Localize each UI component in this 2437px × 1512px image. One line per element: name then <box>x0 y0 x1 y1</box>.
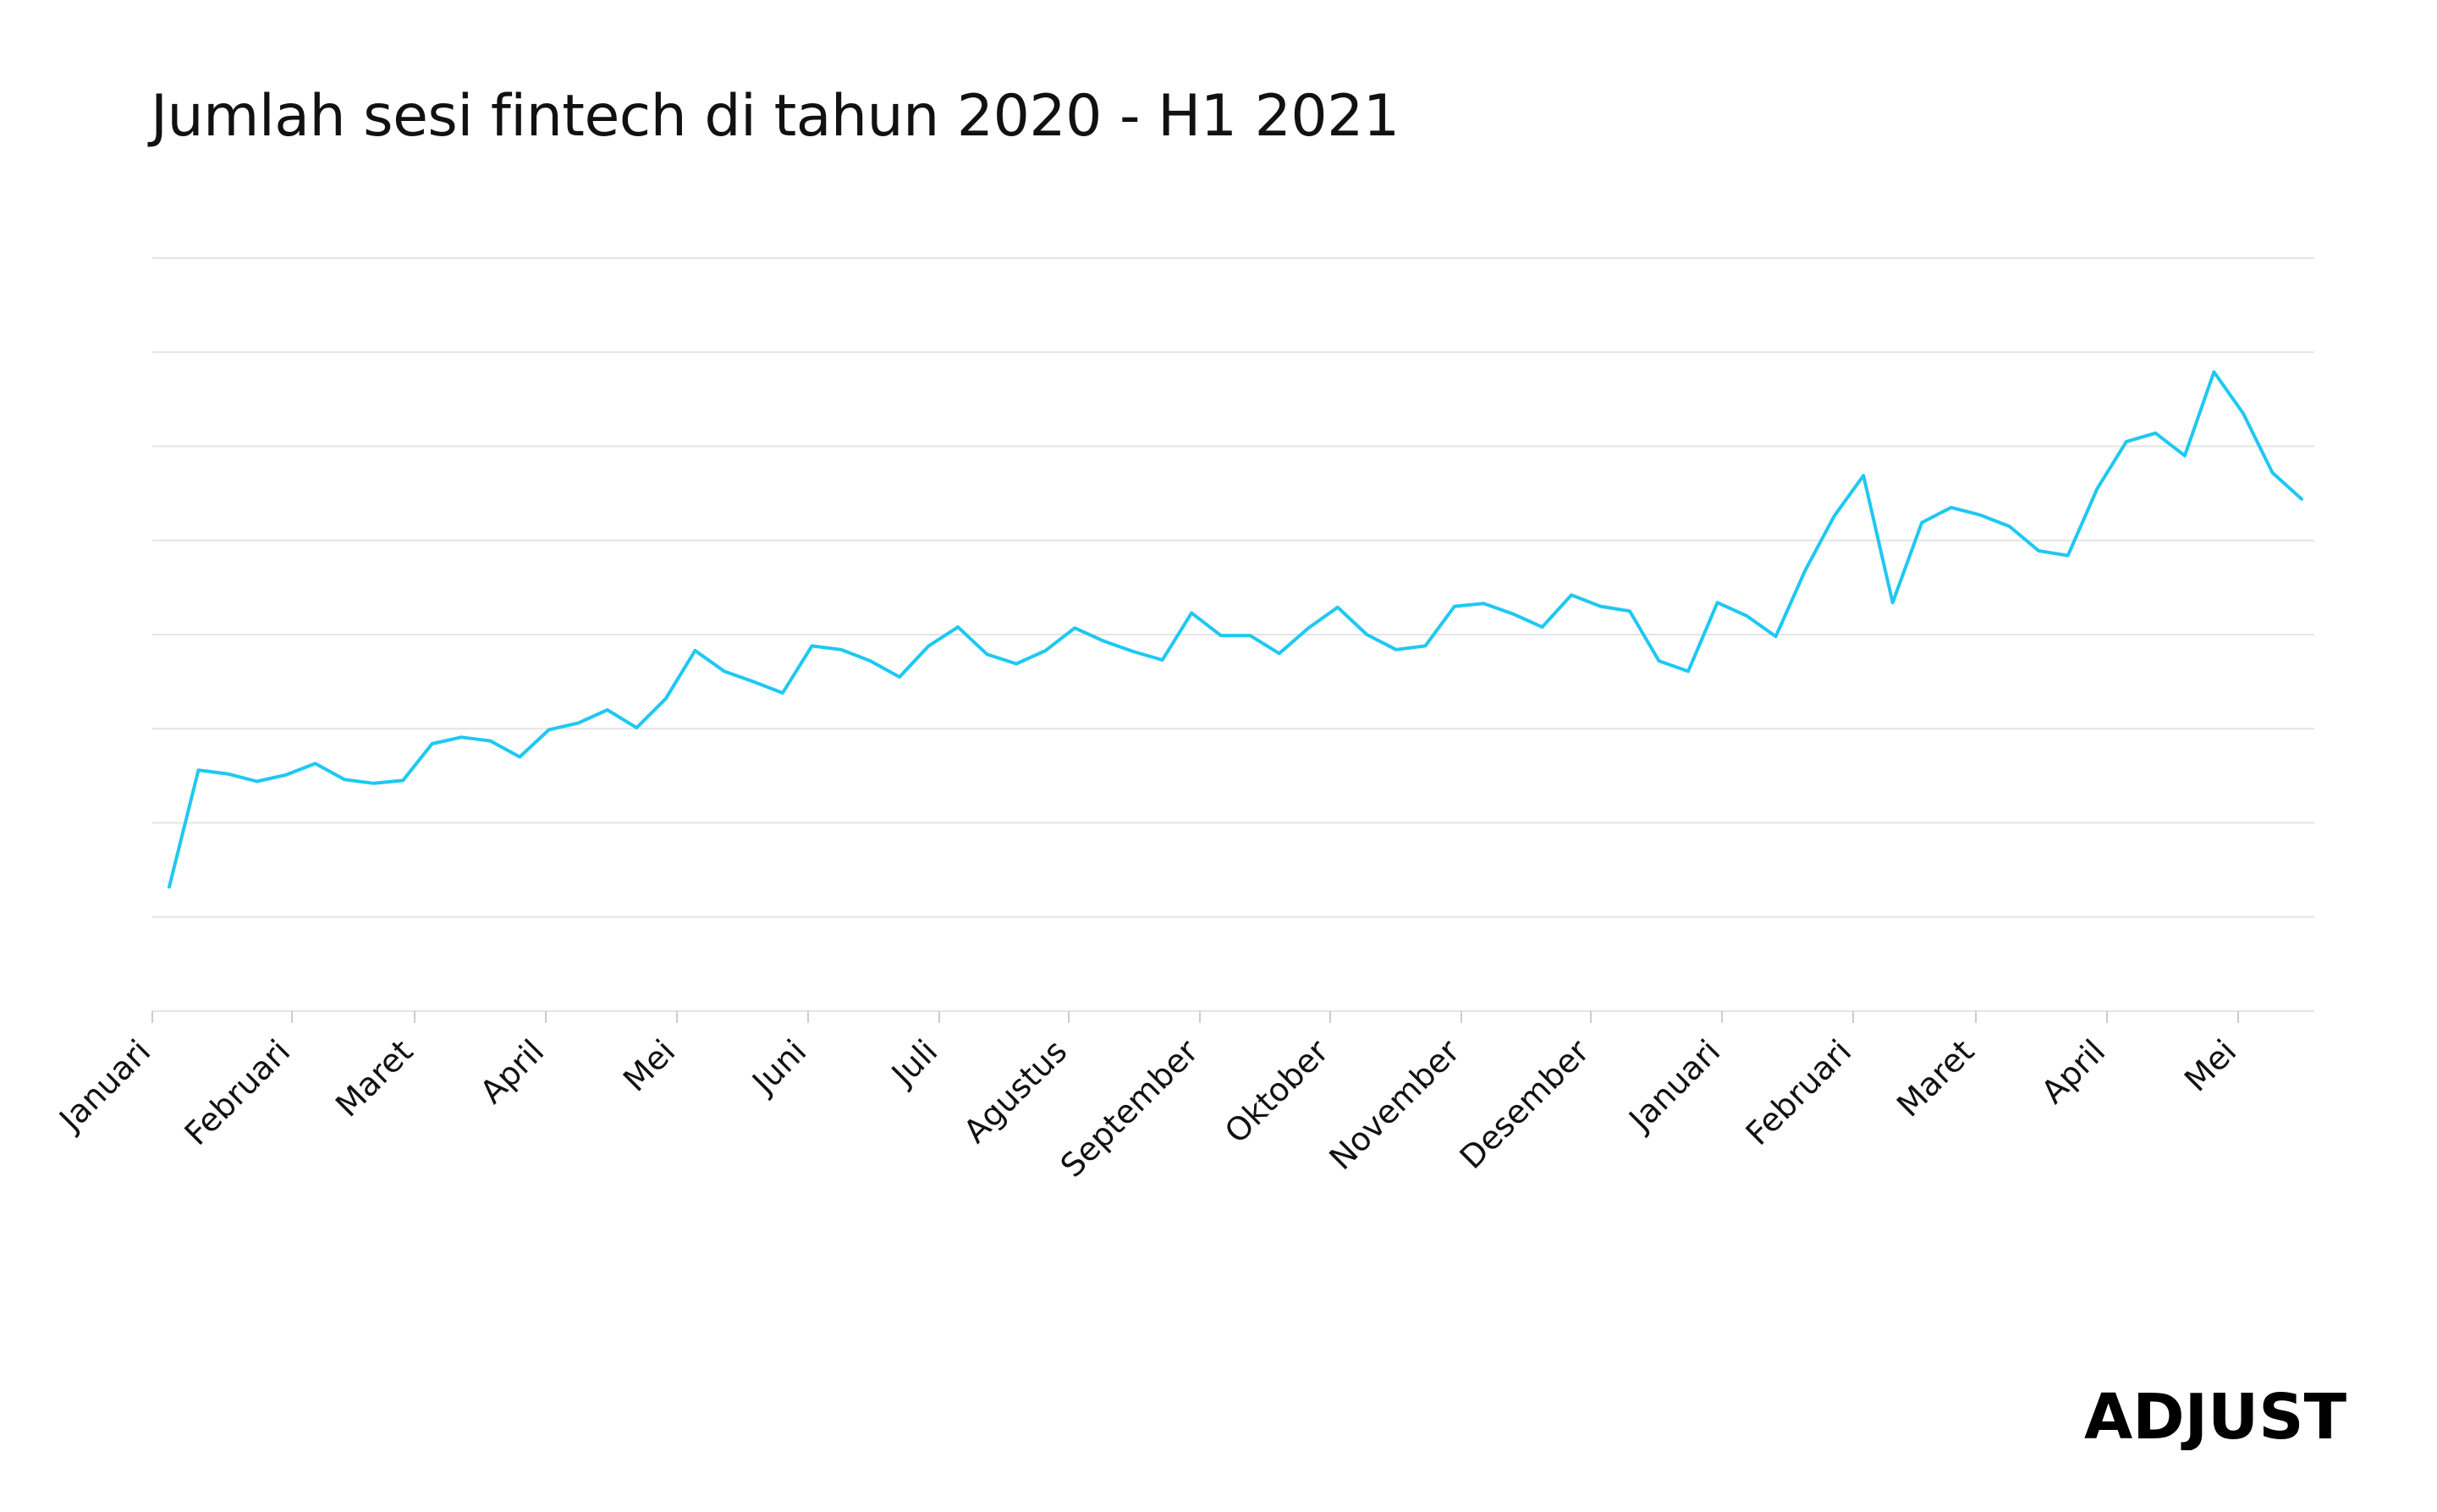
x-tick-label: Mei <box>2177 1032 2243 1098</box>
x-tick-label: Januari <box>1620 1032 1727 1139</box>
x-tick-label: Agustus <box>956 1032 1074 1150</box>
adjust-logo: ADJUST <box>2084 1381 2347 1450</box>
x-tick-label: Juni <box>744 1032 813 1102</box>
x-tick-label: September <box>1053 1032 1206 1185</box>
x-tick-label: Februari <box>1739 1032 1859 1152</box>
x-tick-label: Desember <box>1453 1032 1597 1176</box>
x-tick-label: Januari <box>51 1032 157 1139</box>
x-tick-labels: Januari Februari Maret April Mei Juni Juli Agus… <box>51 1032 2243 1185</box>
logo-text: ADJUST <box>2084 1381 2347 1450</box>
x-axis <box>151 1010 2314 1023</box>
x-tick-label: Juli <box>883 1032 944 1093</box>
x-tick-label: Mei <box>616 1032 682 1098</box>
series-line <box>168 370 2303 889</box>
x-tick-label: Maret <box>328 1032 420 1124</box>
x-tick-label: April <box>2034 1032 2113 1111</box>
x-tick-label: November <box>1322 1032 1466 1177</box>
x-tick-label: Oktober <box>1218 1032 1336 1151</box>
chart-title: Jumlah sesi fintech di tahun 2020 - H1 2… <box>151 83 1400 150</box>
x-tick-label: Februari <box>178 1032 298 1152</box>
series-layer <box>168 370 2303 889</box>
gridlines <box>152 257 2314 918</box>
x-tick-label: Maret <box>1890 1032 1981 1124</box>
x-tick-label: April <box>473 1032 552 1111</box>
